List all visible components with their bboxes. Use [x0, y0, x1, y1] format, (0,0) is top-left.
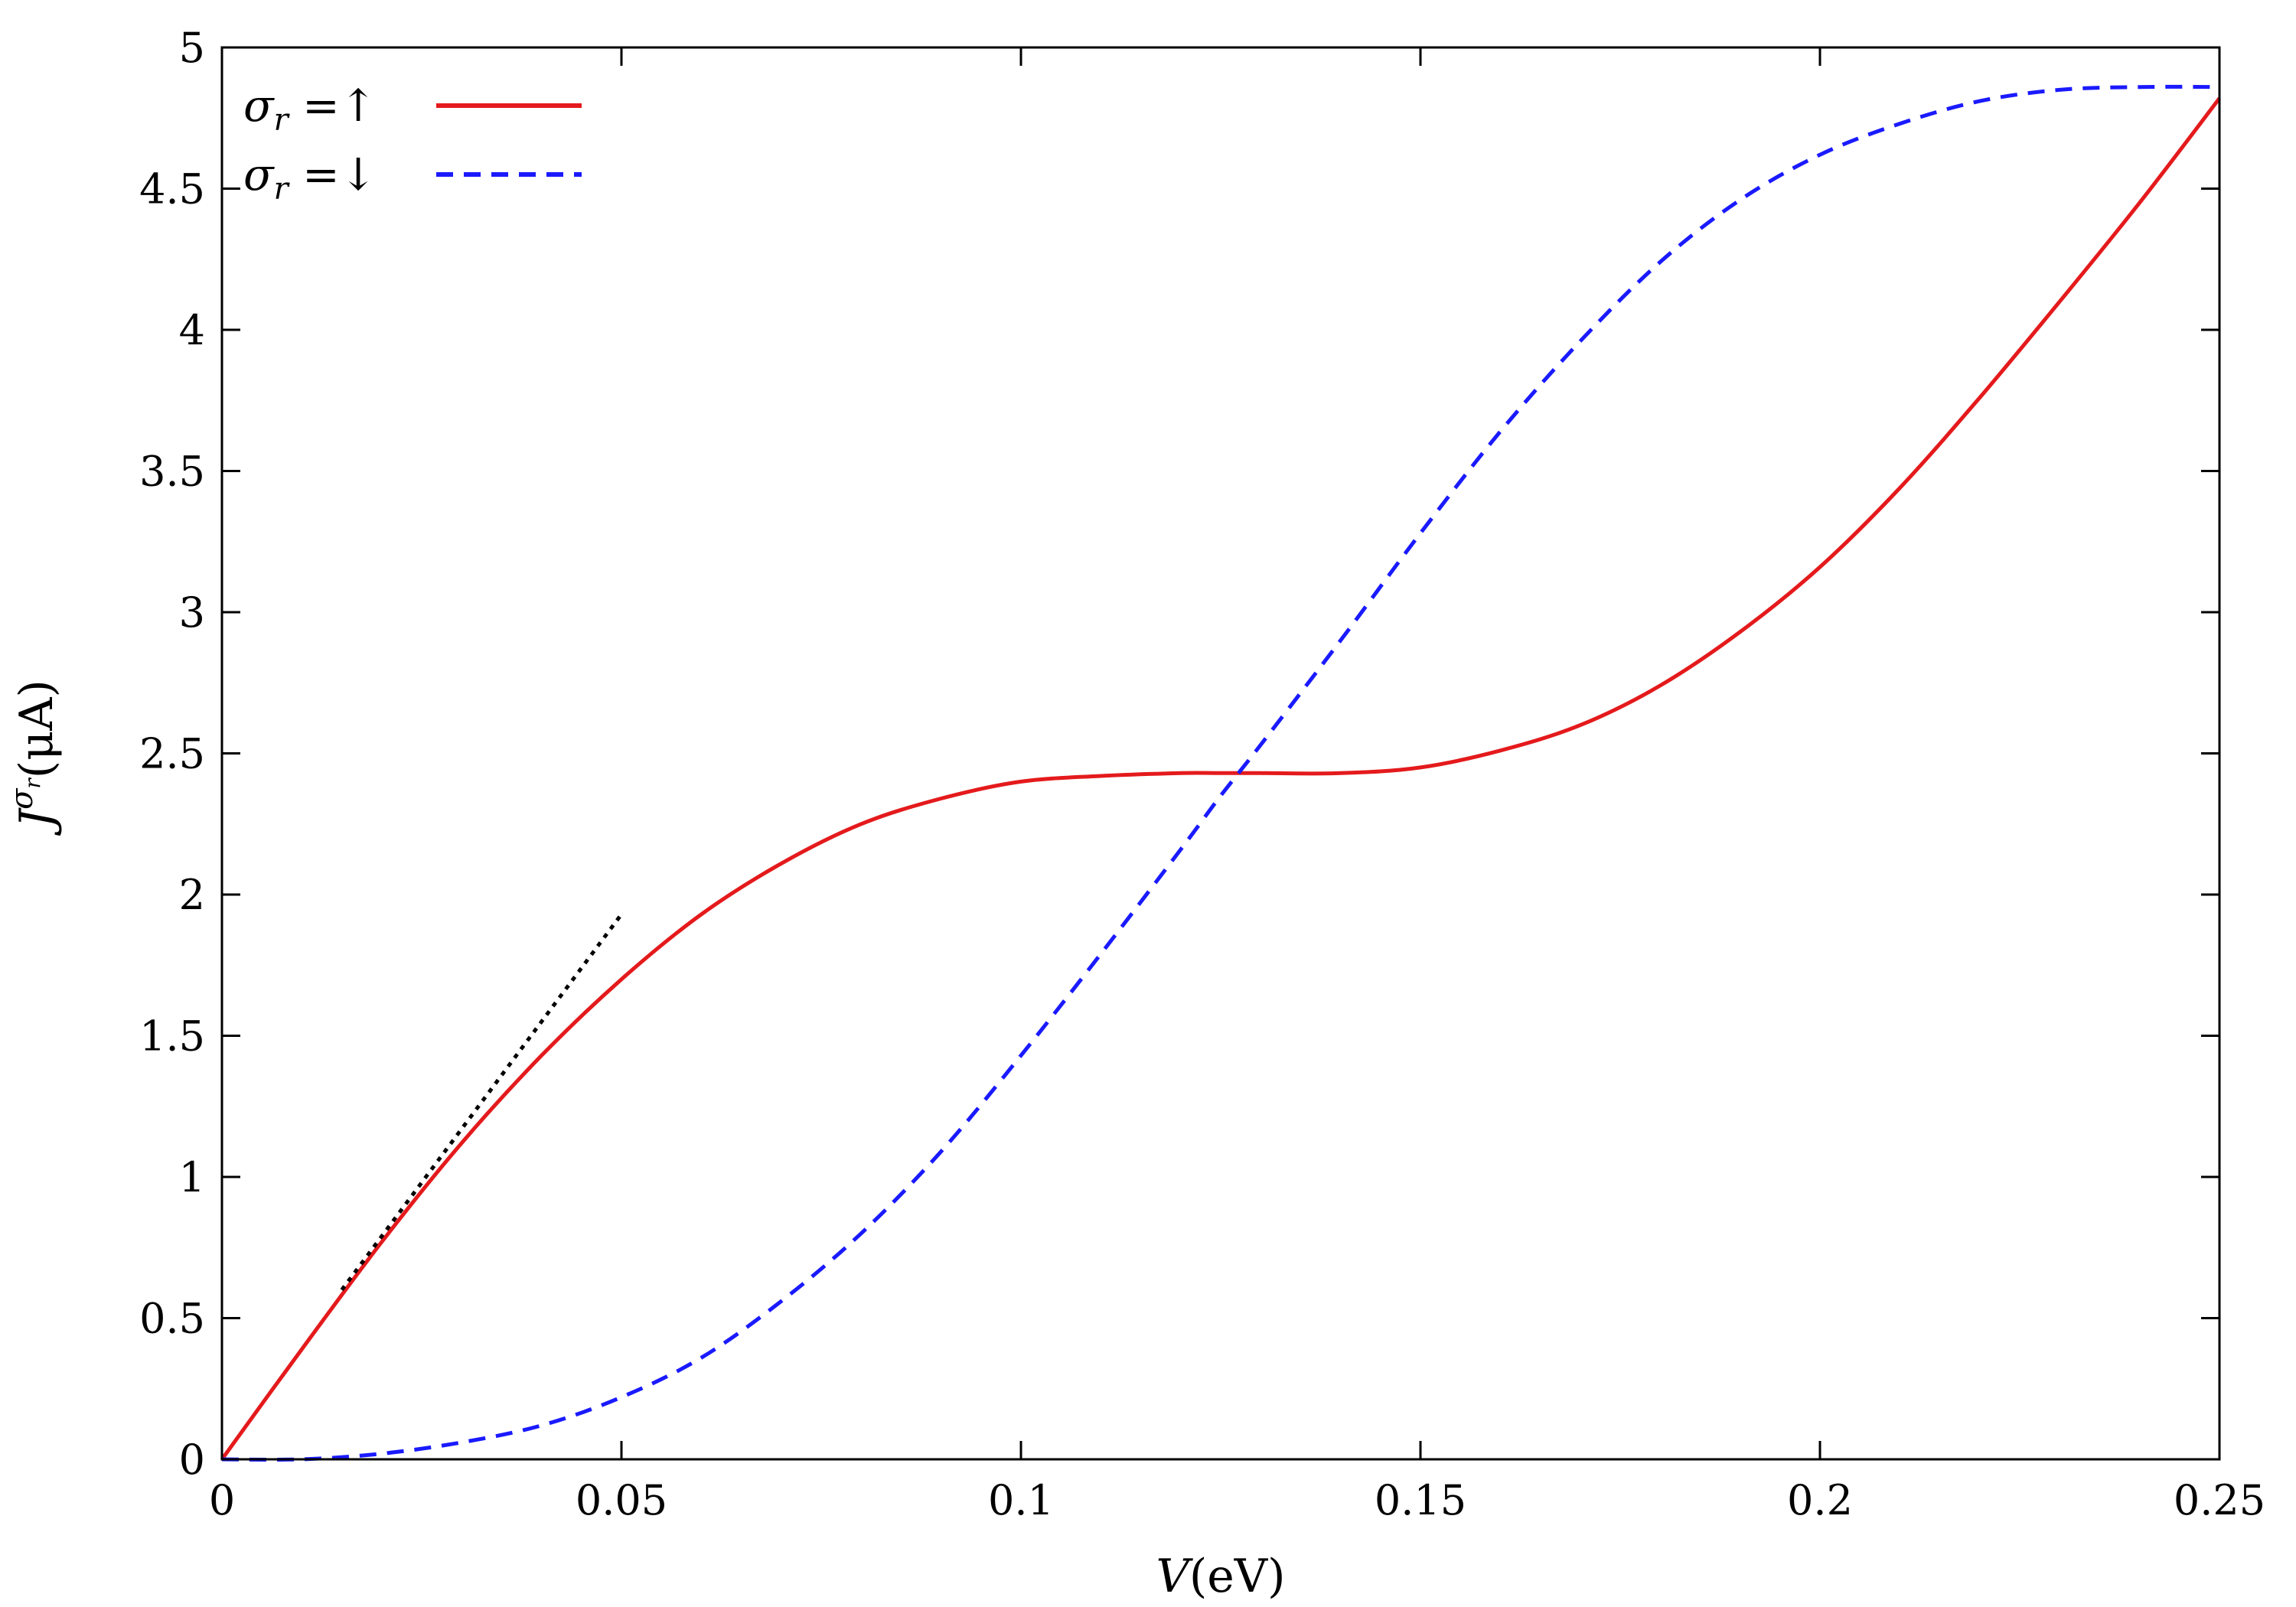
x-tick-label-5: 0.25: [2174, 1476, 2265, 1524]
legend-label-down: σr =↓: [243, 148, 377, 207]
x-tick-label-3: 0.15: [1375, 1476, 1466, 1524]
tick-labels-layer: 0 0.05 0.1 0.15 0.2 0.25 0 0.5 1 1.5 2 2.5 3 3.5 4 4.5 5: [139, 24, 2265, 1524]
y-tick-label-4: 2: [179, 871, 205, 919]
y-tick-label-7: 3.5: [139, 448, 205, 496]
y-axis-superscript: σ: [5, 787, 40, 810]
x-axis-unit: (eV): [1189, 1550, 1286, 1603]
x-tick-label-2: 0.1: [988, 1476, 1054, 1524]
y-tick-label-2: 1: [179, 1153, 205, 1201]
series-layer: [220, 84, 2221, 1462]
y-tick-label-1: 0.5: [139, 1295, 205, 1343]
x-tick-label-0: 0: [209, 1476, 235, 1524]
y-tick-label-3: 1.5: [139, 1012, 205, 1061]
ticks-layer: [220, 46, 2221, 1461]
legend-up-sub: r: [274, 103, 291, 138]
legend-down-sub: r: [274, 171, 291, 207]
y-tick-label-6: 3: [179, 588, 205, 637]
legend-entry-down: σr =↓: [243, 148, 582, 207]
y-axis-unit: (μA): [10, 680, 64, 778]
legend-label-up: σr =↑: [243, 80, 377, 138]
series-line-0: [220, 96, 2221, 1461]
legend-up-rest: =↑: [289, 80, 377, 132]
y-tick-label-8: 4: [179, 306, 205, 354]
y-tick-label-10: 5: [179, 24, 205, 72]
y-tick-label-0: 0: [179, 1436, 205, 1484]
y-axis-superscript-sub: r: [20, 777, 45, 789]
x-axis-symbol: V: [1156, 1550, 1194, 1603]
legend-down-rest: =↓: [289, 148, 377, 200]
x-axis-label: V(eV): [1156, 1550, 1286, 1603]
x-tick-label-1: 0.05: [576, 1476, 667, 1524]
y-tick-label-5: 2.5: [139, 730, 205, 778]
legend-entry-up: σr =↑: [243, 80, 582, 138]
legend: σr =↑ σr =↓: [243, 80, 582, 207]
legend-up-symbol: σ: [243, 80, 275, 132]
legend-down-symbol: σ: [243, 148, 275, 200]
series-line-1: [221, 84, 2220, 1462]
x-tick-label-4: 0.2: [1787, 1476, 1853, 1524]
y-axis-label: Jσr(μA): [5, 680, 64, 836]
y-tick-label-9: 4.5: [139, 165, 205, 214]
series-line-2: [340, 913, 624, 1292]
